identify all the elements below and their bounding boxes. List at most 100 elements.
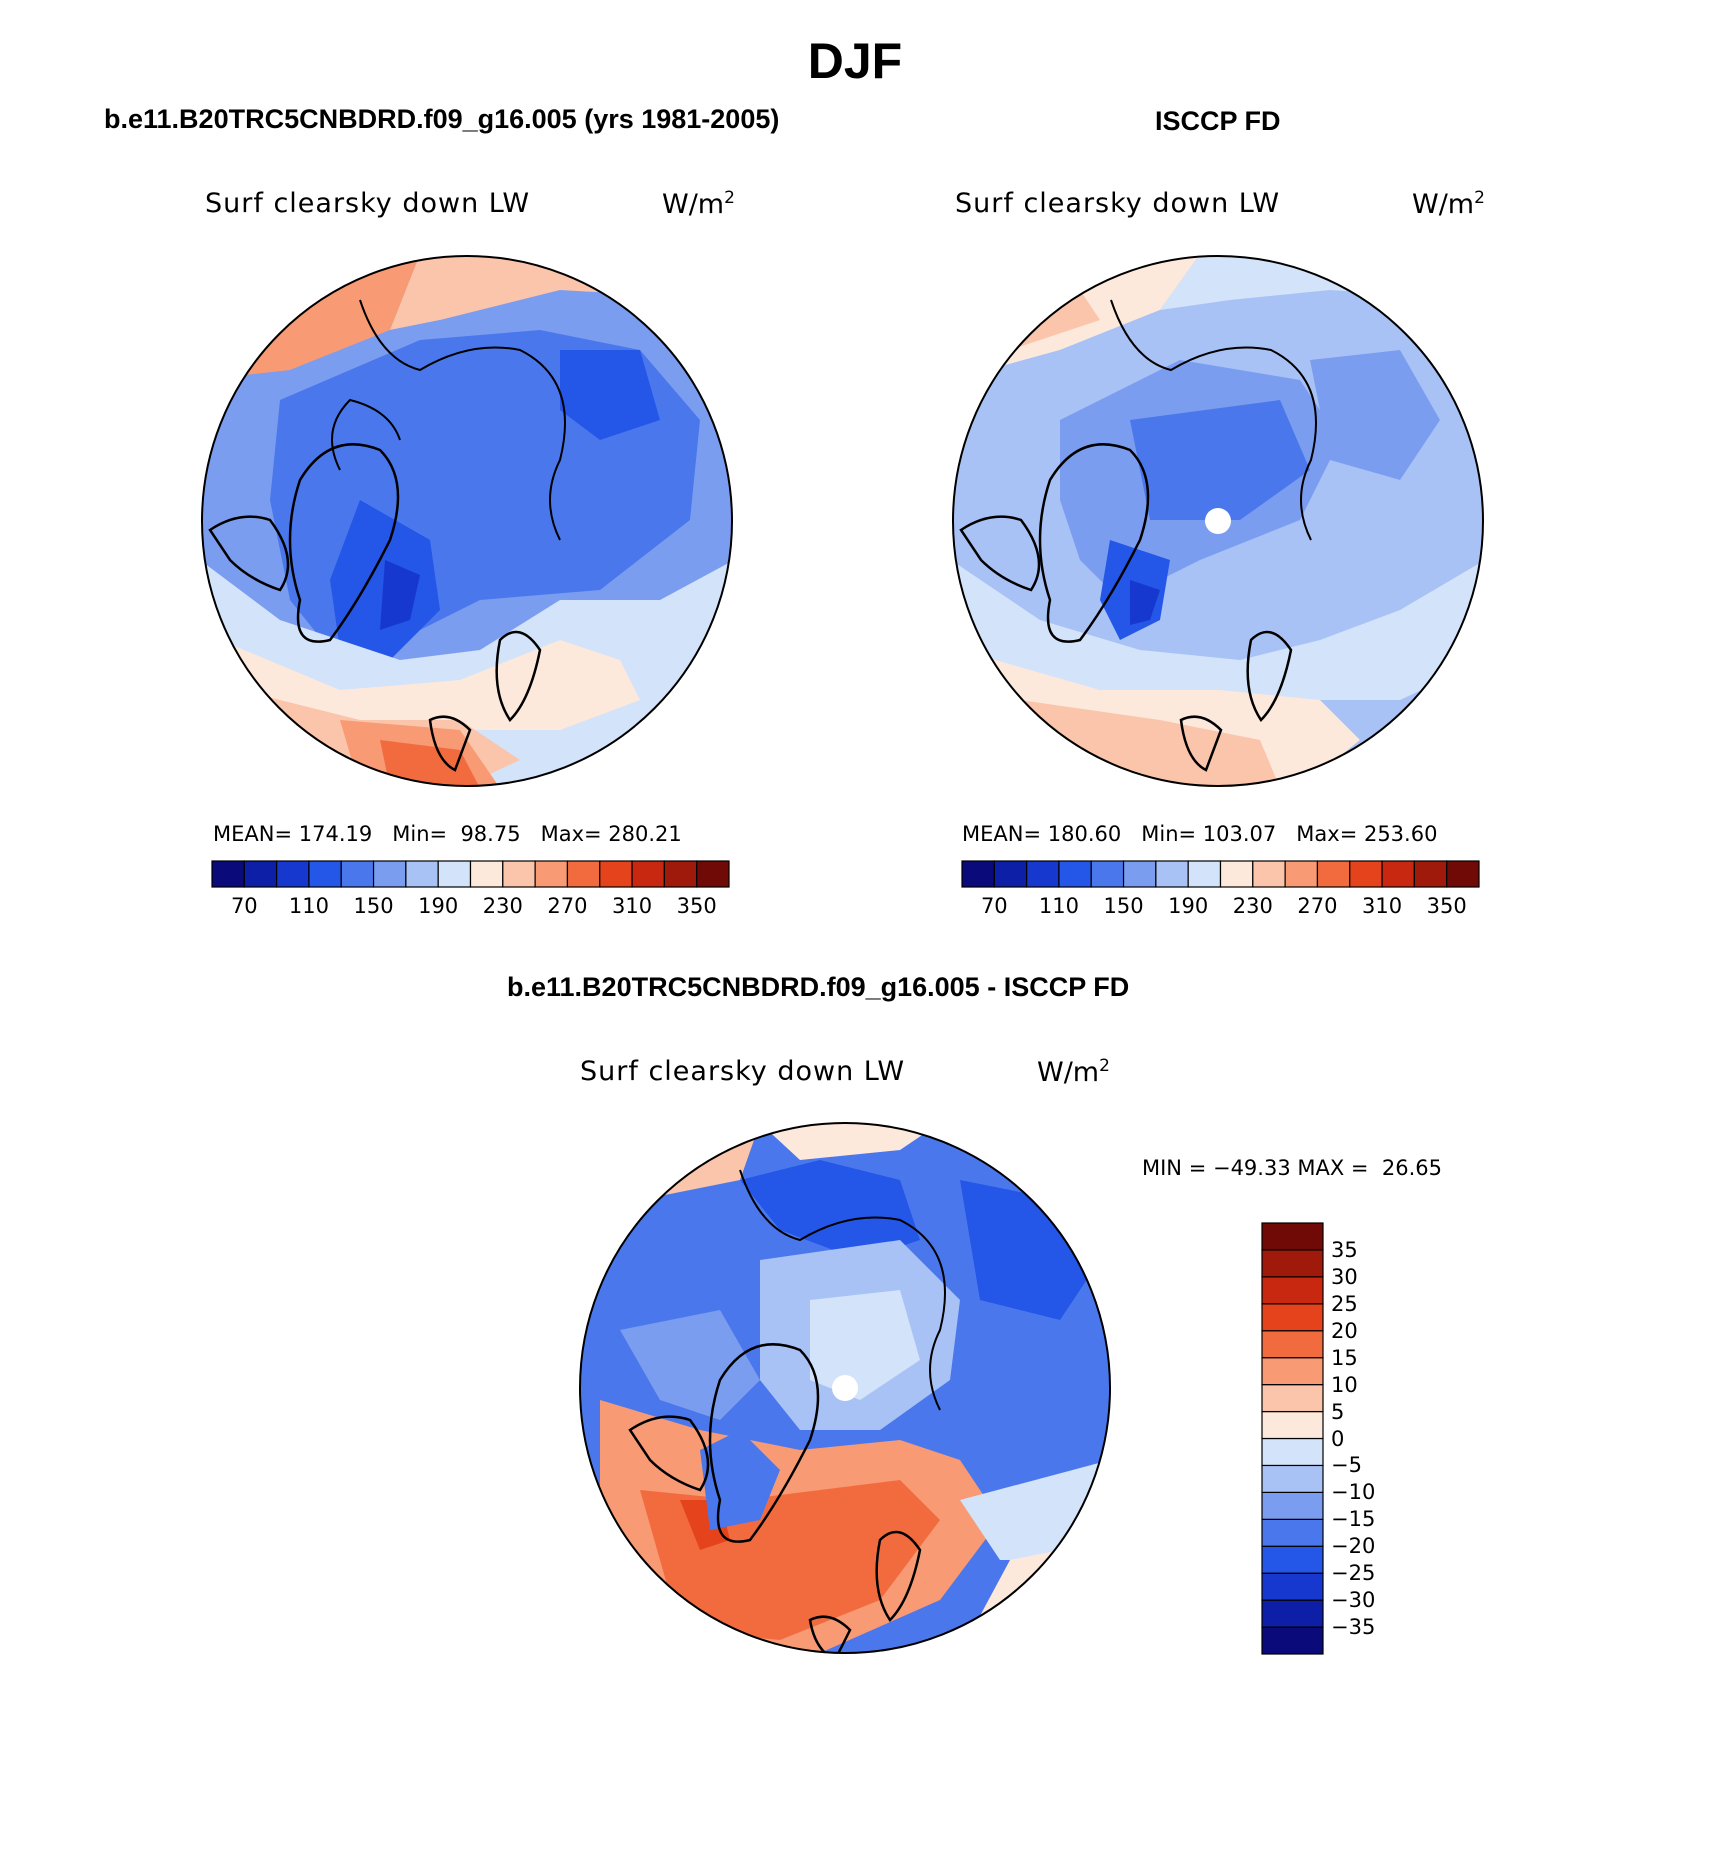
- panel2-title: ISCCP FD: [1155, 106, 1281, 136]
- colorbar-tick-label: 150: [1103, 894, 1144, 918]
- colorbar-swatch: [534, 860, 569, 888]
- colorbar-swatch: [469, 860, 504, 888]
- panel2-units: W/m2: [1412, 188, 1485, 220]
- colorbar-tick-label: 190: [418, 894, 459, 918]
- colorbar-tick-label: 350: [1426, 894, 1467, 918]
- colorbar-tick-label: 30: [1331, 1264, 1358, 1289]
- colorbar-swatch: [1261, 1626, 1324, 1655]
- colorbar-tick-label: 0: [1331, 1426, 1345, 1451]
- colorbar-swatch: [1381, 860, 1415, 888]
- colorbar-swatch: [437, 860, 472, 888]
- colorbar-swatch: [1261, 1303, 1324, 1332]
- colorbar-swatch: [599, 860, 633, 888]
- colorbar-tick-label: 15: [1331, 1345, 1358, 1370]
- colorbar-swatch: [1261, 1276, 1324, 1305]
- colorbar-swatch: [1261, 1357, 1324, 1386]
- colorbar-swatch: [1413, 860, 1448, 888]
- colorbar-swatch: [502, 860, 536, 888]
- colorbar-tick-label: −20: [1331, 1534, 1376, 1559]
- colorbar-swatch: [1261, 1410, 1324, 1440]
- colorbar-swatch: [1261, 1572, 1324, 1601]
- colorbar-swatch: [1284, 860, 1319, 888]
- colorbar-swatch: [1261, 1491, 1324, 1520]
- colorbar-swatch: [1090, 860, 1125, 888]
- panel1-units: W/m2: [662, 188, 735, 220]
- colorbar-swatch: [1252, 860, 1286, 888]
- colorbar-tick-label: −30: [1331, 1588, 1376, 1613]
- model-map-border: [201, 255, 733, 787]
- colorbar-swatch: [405, 860, 439, 888]
- colorbar-tick-label: −15: [1331, 1507, 1376, 1532]
- panel3-stats: MIN = −49.33 MAX = 26.65: [1142, 1156, 1442, 1180]
- colorbar-swatch: [631, 860, 665, 888]
- colorbar-swatch: [566, 860, 601, 888]
- colorbar-swatch: [1187, 860, 1222, 888]
- colorbar-swatch: [1155, 860, 1189, 888]
- colorbar-swatch: [340, 860, 375, 888]
- colorbar-swatch: [1261, 1330, 1324, 1359]
- colorbar-swatch: [1219, 860, 1254, 888]
- difference-colorbar: [1261, 1222, 1324, 1655]
- colorbar-tick-label: 270: [547, 894, 588, 918]
- colorbar-tick-label: 270: [1297, 894, 1338, 918]
- colorbar-swatch: [243, 860, 278, 888]
- colorbar-swatch: [1261, 1545, 1324, 1574]
- colorbar-tick-label: 350: [676, 894, 717, 918]
- model-map: [202, 256, 732, 786]
- colorbar-swatch: [1349, 860, 1383, 888]
- colorbar-swatch: [372, 860, 407, 888]
- colorbar-swatch: [961, 860, 995, 888]
- isccp-colorbar: [961, 860, 1480, 888]
- colorbar-swatch: [663, 860, 698, 888]
- colorbar-tick-label: 230: [482, 894, 523, 918]
- panel1-title: b.e11.B20TRC5CNBDRD.f09_g16.005 (yrs 198…: [104, 104, 780, 134]
- colorbar-tick-label: 5: [1331, 1399, 1345, 1424]
- colorbar-swatch: [993, 860, 1028, 888]
- model-colorbar: [211, 860, 730, 888]
- colorbar-tick-label: −25: [1331, 1561, 1376, 1586]
- colorbar-swatch: [308, 860, 342, 888]
- main-title: DJF: [807, 33, 903, 89]
- colorbar-swatch: [1446, 860, 1480, 888]
- colorbar-tick-label: 110: [288, 894, 329, 918]
- panel3-variable: Surf clearsky down LW: [580, 1056, 906, 1087]
- colorbar-tick-label: 230: [1232, 894, 1273, 918]
- colorbar-swatch: [1122, 860, 1157, 888]
- isccp-map: [953, 256, 1483, 786]
- colorbar-swatch: [1261, 1599, 1324, 1628]
- panel3-title: b.e11.B20TRC5CNBDRD.f09_g16.005 - ISCCP …: [507, 972, 1130, 1002]
- colorbar-tick-label: 20: [1331, 1318, 1358, 1343]
- colorbar-tick-label: 190: [1168, 894, 1209, 918]
- colorbar-tick-label: −5: [1331, 1453, 1362, 1478]
- colorbar-swatch: [1261, 1249, 1324, 1278]
- colorbar-tick-label: 35: [1331, 1237, 1358, 1262]
- colorbar-tick-label: 310: [1362, 894, 1403, 918]
- colorbar-swatch: [276, 860, 310, 888]
- colorbar-tick-label: 310: [612, 894, 653, 918]
- colorbar-swatch: [1261, 1222, 1324, 1251]
- colorbar-tick-label: −10: [1331, 1480, 1376, 1505]
- colorbar-swatch: [696, 860, 730, 888]
- panel2-stats: MEAN= 180.60 Min= 103.07 Max= 253.60: [962, 822, 1438, 846]
- panel2-variable: Surf clearsky down LW: [955, 188, 1281, 219]
- colorbar-tick-label: 25: [1331, 1291, 1358, 1316]
- colorbar-swatch: [1261, 1518, 1324, 1547]
- panel3-units: W/m2: [1037, 1056, 1110, 1088]
- panel1-variable: Surf clearsky down LW: [205, 188, 531, 219]
- colorbar-tick-label: −35: [1331, 1615, 1376, 1640]
- colorbar-swatch: [1261, 1464, 1324, 1493]
- colorbar-swatch: [211, 860, 245, 888]
- difference-map-border: [579, 1122, 1111, 1654]
- colorbar-tick-label: 70: [980, 894, 1008, 918]
- colorbar-swatch: [1026, 860, 1060, 888]
- isccp-map-border: [952, 255, 1484, 787]
- difference-map: [580, 1123, 1110, 1653]
- panel1-stats: MEAN= 174.19 Min= 98.75 Max= 280.21: [213, 822, 682, 846]
- colorbar-swatch: [1058, 860, 1092, 888]
- colorbar-tick-label: 110: [1038, 894, 1079, 918]
- colorbar-swatch: [1261, 1384, 1324, 1413]
- colorbar-tick-label: 10: [1331, 1372, 1358, 1397]
- colorbar-swatch: [1261, 1437, 1324, 1467]
- colorbar-tick-label: 150: [353, 894, 394, 918]
